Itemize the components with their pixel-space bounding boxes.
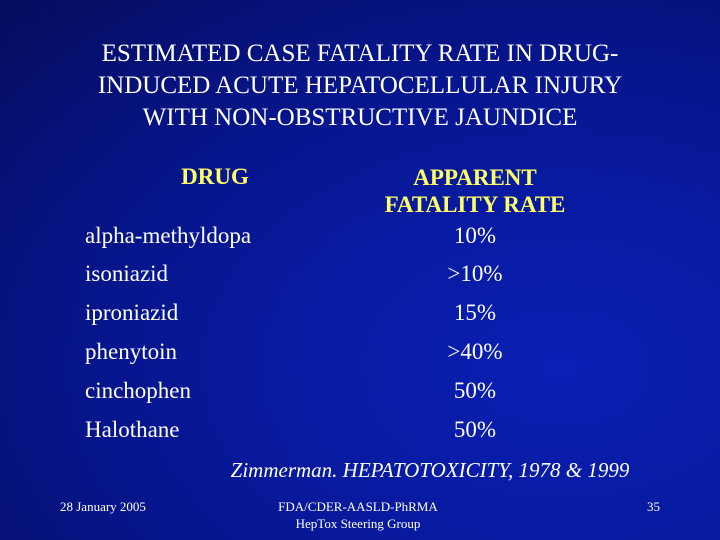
drug-name: phenytoin — [85, 339, 177, 364]
fatality-rate: >10% — [447, 261, 503, 286]
fatality-rate: >40% — [447, 339, 503, 364]
drug-name: iproniazid — [85, 300, 179, 325]
column-header-drug: DRUG — [181, 164, 249, 189]
drug-name: Halothane — [85, 417, 180, 442]
fatality-rate: 50% — [453, 417, 497, 442]
drug-name: cinchophen — [85, 378, 192, 403]
drug-name: isoniazid — [85, 261, 169, 286]
source-citation: Zimmerman. HEPATOTOXICITY, 1978 & 1999 — [230, 458, 630, 482]
fatality-rate: 50% — [453, 378, 497, 403]
drug-name: alpha-methyldopa — [85, 223, 252, 248]
page-number: 35 — [647, 499, 660, 514]
column-header-fatality-rate: APPARENT FATALITY RATE — [384, 165, 566, 217]
fatality-rate: 15% — [453, 300, 497, 325]
fatality-rate: 10% — [453, 223, 497, 248]
slide-title: ESTIMATED CASE FATALITY RATE IN DRUG- IN… — [97, 40, 623, 131]
footer-organization: FDA/CDER-AASLD-PhRMA HepTox Steering Gro… — [278, 499, 438, 531]
footer-date: 28 January 2005 — [60, 499, 146, 514]
